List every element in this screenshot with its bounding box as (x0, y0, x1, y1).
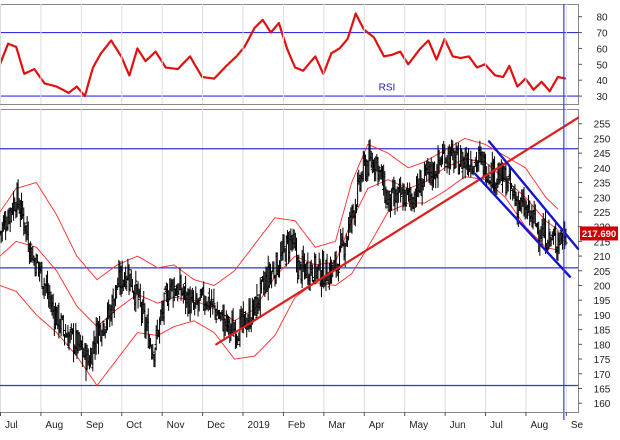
price-tick-label: 215 (594, 237, 611, 248)
x-axis: Jul Aug Sep Oct Nov Dec 2019 Feb Mar Apr May Jun Jul… (0, 412, 584, 431)
rsi-tick-label: 60 (596, 44, 608, 55)
price-tick-label: 160 (594, 399, 611, 410)
x-tick-label: Mar (328, 420, 346, 431)
price-tick-label: 190 (594, 311, 611, 322)
price-tick-label: 245 (594, 149, 611, 160)
rsi-tick-label: 50 (596, 60, 608, 71)
price-tick-label: 195 (594, 296, 611, 307)
price-tick-label: 235 (594, 179, 611, 190)
rsi-tick-label: 40 (596, 76, 608, 87)
rsi-series-line (0, 12, 567, 98)
x-tick-label: Aug (45, 420, 63, 431)
rsi-tick-label: 70 (596, 29, 608, 40)
price-tick-label: 185 (594, 326, 611, 337)
rsi-tick-label: 30 (596, 92, 608, 103)
price-tick-label: 250 (594, 134, 611, 145)
x-tick-label: Feb (288, 420, 306, 431)
price-tick-label: 225 (594, 208, 611, 219)
last-price-label: 217.690 (582, 229, 616, 240)
x-tick-label: Jul (490, 420, 503, 431)
price-tick-label: 175 (594, 355, 611, 366)
x-tick-label: Nov (167, 420, 185, 431)
price-tick-label: 255 (594, 120, 611, 131)
x-tick-label: Apr (369, 420, 385, 431)
trendline-downtrend-upper (487, 140, 580, 250)
x-tick-label: Jul (5, 420, 18, 431)
price-tick-label: 200 (594, 282, 611, 293)
price-tick-label: 180 (594, 340, 611, 351)
price-bars (0, 139, 568, 382)
x-tick-label: Se (571, 420, 584, 431)
price-tick-label: 210 (594, 252, 611, 263)
x-tick-label: Sep (86, 420, 104, 431)
x-tick-label: 2019 (248, 420, 271, 431)
x-tick-label: Oct (126, 420, 142, 431)
trendline-downtrend-lower (473, 172, 572, 278)
price-tick-label: 205 (594, 267, 611, 278)
price-tick-label: 165 (594, 384, 611, 395)
x-tick-label: May (409, 420, 428, 431)
price-tick-label: 170 (594, 370, 611, 381)
x-tick-label: Jun (450, 420, 466, 431)
rsi-series-label: RSI (379, 83, 396, 94)
rsi-tick-label: 80 (596, 13, 608, 24)
x-tick-label: Aug (530, 420, 548, 431)
last-price-background (580, 226, 618, 241)
price-tick-label: 230 (594, 193, 611, 204)
bollinger-upper-band (0, 137, 559, 286)
price-tick-label: 240 (594, 164, 611, 175)
x-tick-label: Dec (207, 420, 225, 431)
trendline-uptrend (215, 116, 580, 346)
price-panel: 1601651701751801851901952002052102152202… (0, 4, 618, 420)
last-price-box: 217.690 (580, 226, 618, 241)
month-gridlines (0, 4, 567, 412)
